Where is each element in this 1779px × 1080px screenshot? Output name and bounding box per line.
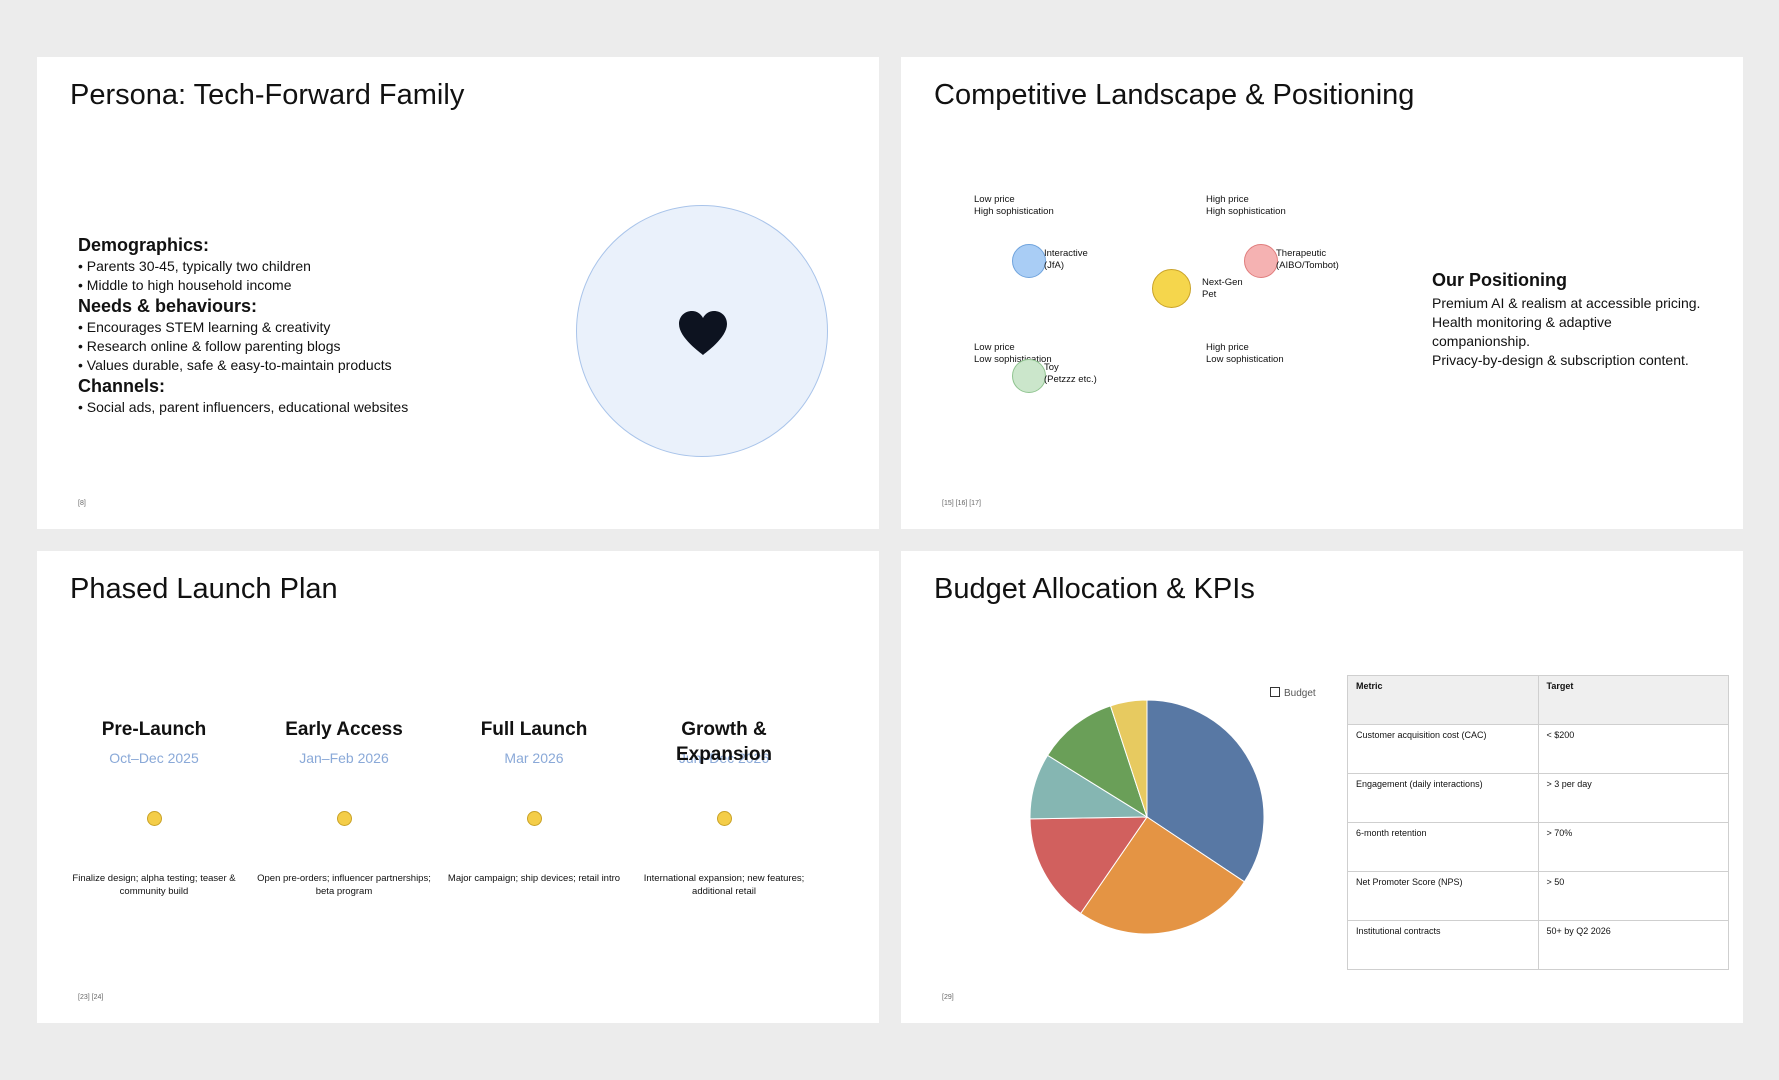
positioning-line: companionship. xyxy=(1432,333,1531,349)
phase-growth-expansion: Growth & Expansion xyxy=(632,717,816,767)
phase-date: Jun–Dec 2026 xyxy=(678,750,770,766)
positioning-title: Our Positioning xyxy=(1432,270,1567,290)
bubble-label-interactive: Interactive (JfA) xyxy=(1044,248,1088,271)
phase-date: Oct–Dec 2025 xyxy=(109,750,199,766)
bubble-therapeutic[interactable] xyxy=(1244,244,1278,278)
persona-text: Demographics: • Parents 30-45, typically… xyxy=(78,234,498,417)
bullet-item: • Research online & follow parenting blo… xyxy=(78,338,341,354)
bubble-label-toy: Toy (Petzzz etc.) xyxy=(1044,362,1097,385)
phase-title: Growth & Expansion xyxy=(675,719,773,765)
phase-marker xyxy=(527,811,542,826)
phase-date: Mar 2026 xyxy=(504,750,564,766)
chart-legend: Budget xyxy=(1270,687,1316,699)
bubble-label-next-gen-pet: Next-Gen Pet xyxy=(1202,277,1243,300)
pie-slice-2 xyxy=(1029,816,1148,915)
bubble-next-gen-pet[interactable] xyxy=(1152,269,1191,308)
table-cell: Institutional contracts xyxy=(1347,920,1539,970)
bullet-item: • Values durable, safe & easy-to-maintai… xyxy=(78,357,392,373)
phase-full-launch: Full Launch xyxy=(442,717,626,742)
phase-marker xyxy=(147,811,162,826)
footnote: [8] xyxy=(78,500,86,507)
table-row: Net Promoter Score (NPS) > 50 xyxy=(1347,871,1729,921)
slide-persona[interactable]: Persona: Tech-Forward Family Demographic… xyxy=(37,57,879,529)
table-cell: > 50 xyxy=(1537,871,1729,921)
positioning-line: Premium AI & realism at accessible prici… xyxy=(1432,295,1701,311)
positioning-line: Privacy-by-design & subscription content… xyxy=(1432,352,1689,368)
column-header: Metric xyxy=(1347,675,1539,725)
phase-title: Full Launch xyxy=(480,719,588,740)
phase-pre-launch: Pre-Launch xyxy=(62,717,246,742)
slide-title: Phased Launch Plan xyxy=(70,573,338,605)
section-heading: Channels: xyxy=(78,376,166,396)
table-cell: 6-month retention xyxy=(1347,822,1539,872)
table-header-row: Metric Target xyxy=(1347,675,1729,725)
quadrant-label-bottom-left: Low price Low sophistication xyxy=(974,342,1052,365)
bullet-item: • Encourages STEM learning & creativity xyxy=(78,319,331,335)
table-cell: Customer acquisition cost (CAC) xyxy=(1347,724,1539,774)
legend-label: Budget xyxy=(1284,688,1316,699)
bullet-item: • Middle to high household income xyxy=(78,277,292,293)
phase-title: Early Access xyxy=(285,719,403,740)
table-row: 6-month retention > 70% xyxy=(1347,822,1729,872)
phase-marker xyxy=(337,811,352,826)
slide-title: Competitive Landscape & Positioning xyxy=(934,79,1415,111)
slide-competitive-landscape[interactable]: Competitive Landscape & Positioning Low … xyxy=(901,57,1743,529)
table-cell: Engagement (daily interactions) xyxy=(1347,773,1539,823)
table-cell: 50+ by Q2 2026 xyxy=(1537,920,1729,970)
slide-title: Budget Allocation & KPIs xyxy=(934,573,1255,605)
table-row: Customer acquisition cost (CAC) < $200 xyxy=(1347,724,1729,774)
quadrant-label-top-left: Low price High sophistication xyxy=(974,194,1054,217)
table-cell: > 70% xyxy=(1537,822,1729,872)
slide-title: Persona: Tech-Forward Family xyxy=(70,79,465,111)
slide-launch-plan[interactable]: Phased Launch Plan Oct–Dec 2025 Jan–Feb … xyxy=(37,551,879,1023)
positioning-line: Health monitoring & adaptive xyxy=(1432,314,1612,330)
table-row: Engagement (daily interactions) > 3 per … xyxy=(1347,773,1729,823)
quadrant-label-bottom-right: High price Low sophistication xyxy=(1206,342,1284,365)
quadrant-label-top-right: High price High sophistication xyxy=(1206,194,1286,217)
phase-marker xyxy=(717,811,732,826)
kpi-table: Metric Target Customer acquisition cost … xyxy=(1347,675,1729,970)
bubble-interactive[interactable] xyxy=(1012,244,1046,278)
section-heading: Needs & behaviours: xyxy=(78,296,258,316)
phase-description: Major campaign; ship devices; retail int… xyxy=(447,873,621,884)
slide-budget-kpis[interactable]: Budget Allocation & KPIs Budget Metric T… xyxy=(901,551,1743,1023)
phase-description: Finalize design; alpha testing; teaser &… xyxy=(72,873,236,897)
bubble-toy[interactable] xyxy=(1012,359,1046,393)
bullet-item: • Social ads, parent influencers, educat… xyxy=(78,399,409,415)
persona-circle xyxy=(576,205,828,457)
bullet-item: • Parents 30-45, typically two children xyxy=(78,258,311,274)
phase-description: International expansion; new features; a… xyxy=(643,873,805,897)
phase-date: Jan–Feb 2026 xyxy=(299,750,389,766)
pie-slice-1 xyxy=(1079,816,1246,935)
heart-icon xyxy=(679,311,727,355)
footnote: [23] [24] xyxy=(78,994,104,1001)
table-cell: > 3 per day xyxy=(1537,773,1729,823)
phase-early-access: Early Access xyxy=(252,717,436,742)
column-header: Target xyxy=(1537,675,1729,725)
budget-pie-chart xyxy=(1029,699,1265,935)
positioning-box: Our Positioning Premium AI & realism at … xyxy=(1432,270,1732,370)
footnote: [29] xyxy=(942,994,954,1001)
pie-slice-5 xyxy=(1109,699,1148,818)
phase-description: Open pre-orders; influencer partnerships… xyxy=(257,873,431,897)
bubble-label-therapeutic: Therapeutic (AIBO/Tombot) xyxy=(1276,248,1339,271)
legend-swatch xyxy=(1270,687,1280,697)
table-cell: < $200 xyxy=(1537,724,1729,774)
section-heading: Demographics: xyxy=(78,235,210,255)
phase-title: Pre-Launch xyxy=(101,719,207,740)
table-row: Institutional contracts 50+ by Q2 2026 xyxy=(1347,920,1729,970)
table-cell: Net Promoter Score (NPS) xyxy=(1347,871,1539,921)
footnote: [15] [16] [17] xyxy=(942,500,981,507)
pie-slice-4 xyxy=(1046,705,1148,819)
